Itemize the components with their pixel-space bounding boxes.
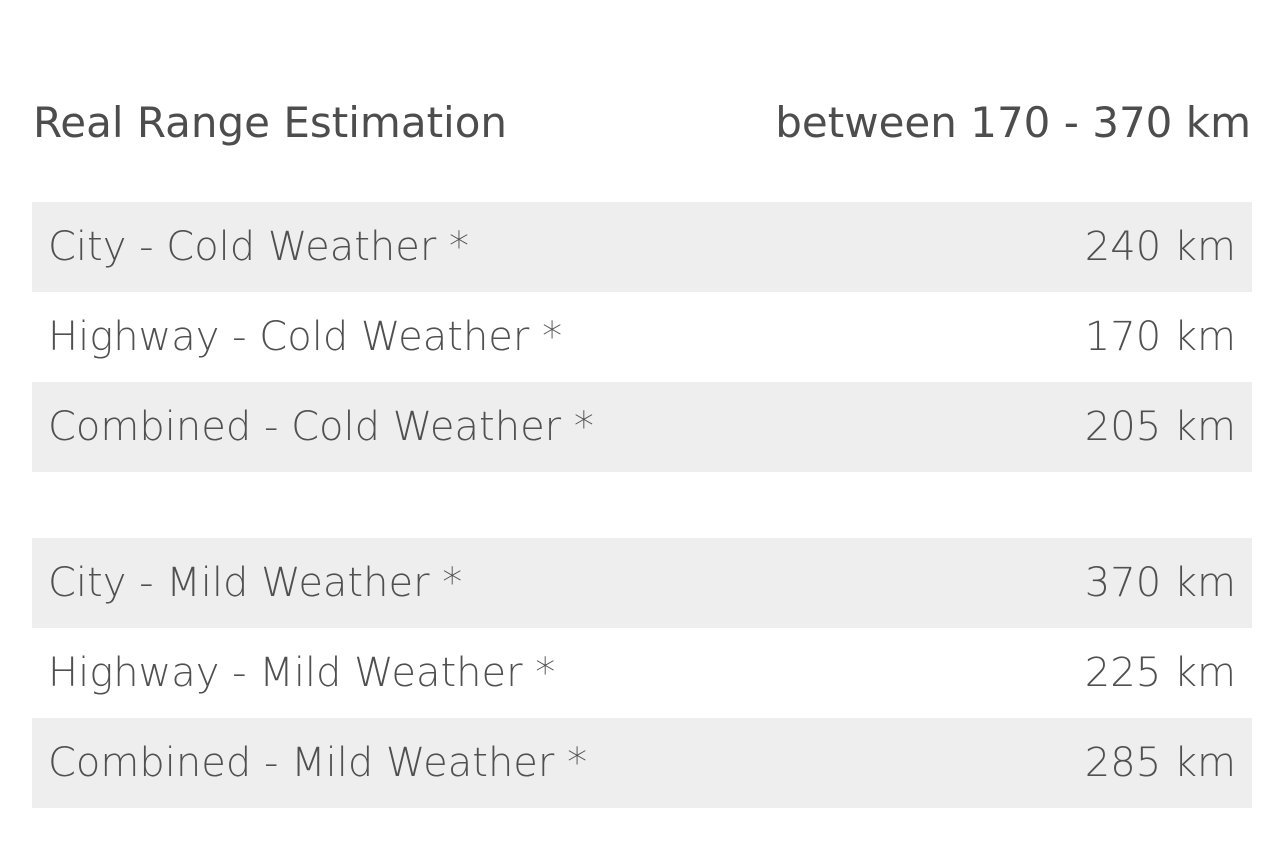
range-value: 170 km — [1084, 314, 1236, 360]
table: City - Cold Weather * 240 km Highway - Col… — [32, 202, 1252, 472]
table-row: Combined - Cold Weather * 205 km — [32, 382, 1252, 472]
table: City - Mild Weather * 370 km Highway - Mil… — [32, 538, 1252, 808]
condition-label: Highway - Cold Weather * — [48, 314, 563, 360]
range-value: 225 km — [1084, 650, 1236, 696]
header: Real Range Estimation between 170 - 370 … — [33, 92, 1251, 152]
range-value: 285 km — [1084, 740, 1236, 786]
condition-label: Highway - Mild Weather * — [48, 650, 556, 696]
range-value: 205 km — [1084, 404, 1236, 450]
condition-label: City - Mild Weather * — [48, 560, 463, 606]
table-row: City - Mild Weather * 370 km — [32, 538, 1252, 628]
table-row: Highway - Mild Weather * 225 km — [32, 628, 1252, 718]
table-row: City - Cold Weather * 240 km — [32, 202, 1252, 292]
range-value: 240 km — [1084, 224, 1236, 270]
table-row: Highway - Cold Weather * 170 km — [32, 292, 1252, 382]
title: Real Range Estimation — [33, 97, 508, 147]
condition-label: City - Cold Weather * — [48, 224, 470, 270]
range: between 170 - 370 km — [775, 97, 1251, 147]
condition-label: Combined - Mild Weather * — [48, 740, 588, 786]
table-row: Combined - Mild Weather * 285 km — [32, 718, 1252, 808]
condition-label: Combined - Cold Weather * — [48, 404, 594, 450]
range-value: 370 km — [1084, 560, 1236, 606]
